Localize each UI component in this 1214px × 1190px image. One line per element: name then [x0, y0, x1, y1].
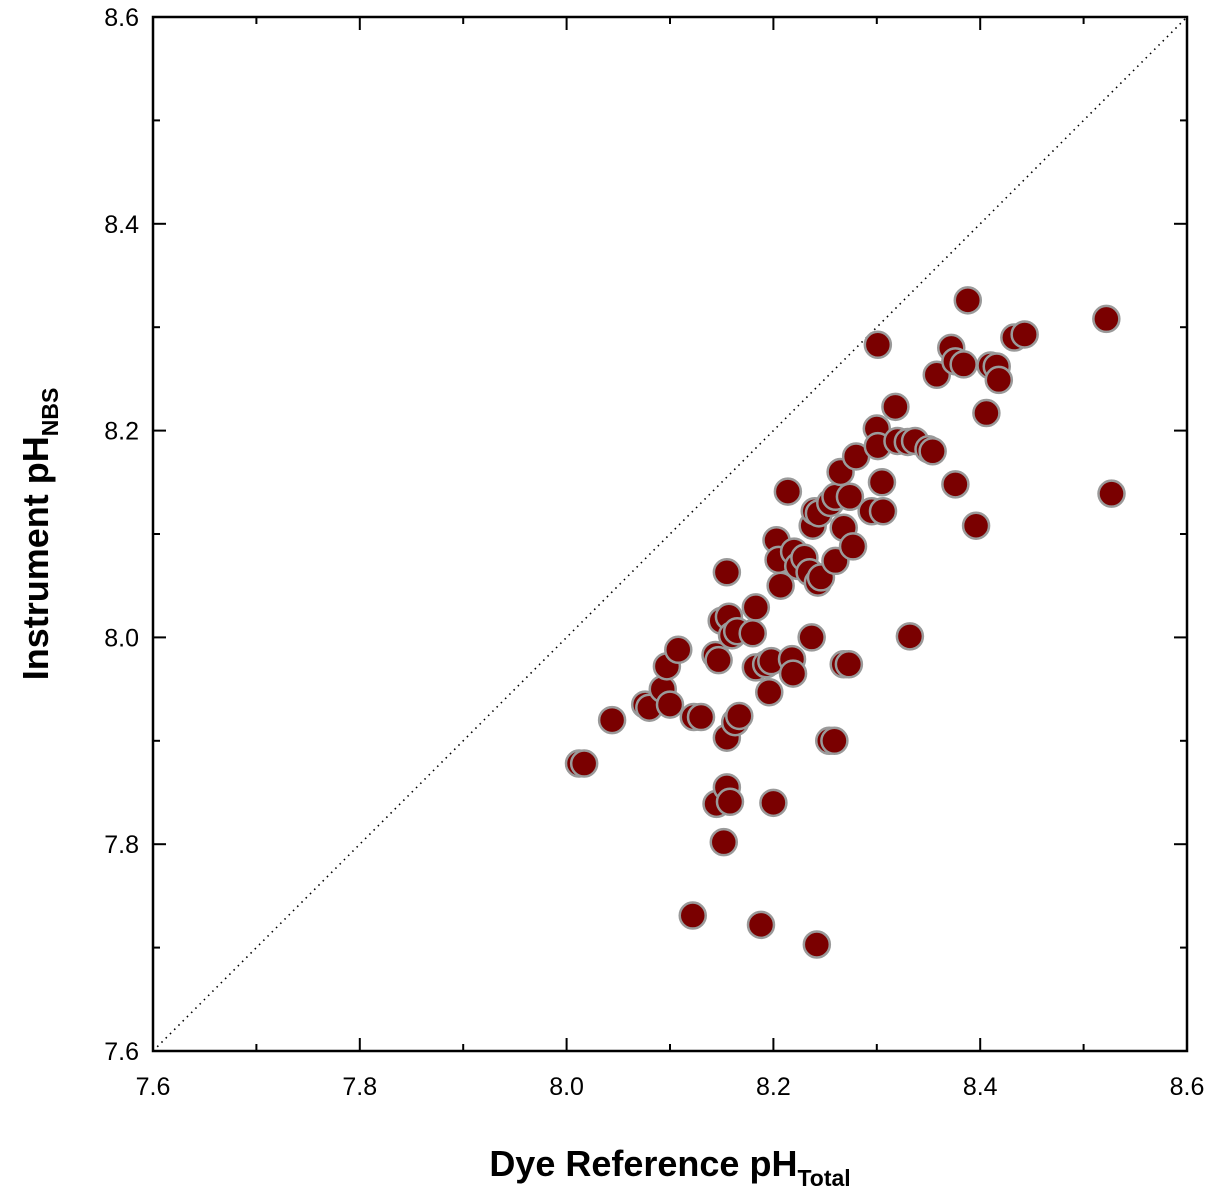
data-point: [834, 650, 864, 679]
data-point: [1010, 320, 1039, 349]
x-tick-label: 8.2: [756, 1073, 791, 1101]
data-point: [881, 392, 910, 422]
data-point: [1097, 479, 1126, 508]
x-tick-label: 8.0: [549, 1073, 584, 1101]
data-point: [766, 571, 795, 600]
data-point: [867, 468, 897, 497]
data-point: [918, 437, 947, 466]
data-point: [664, 635, 693, 665]
data-point: [686, 702, 716, 732]
data-point: [778, 659, 808, 688]
data-point: [738, 619, 767, 648]
data-points: [564, 286, 1126, 959]
data-point: [755, 677, 784, 707]
x-tick-label: 8.6: [1170, 1073, 1205, 1101]
data-point: [741, 593, 771, 622]
y-tick-label: 7.6: [104, 1038, 139, 1066]
data-point: [961, 511, 991, 540]
data-point: [678, 901, 707, 930]
data-point: [715, 787, 745, 817]
data-point: [704, 645, 733, 675]
y-axis-title-main: Instrument pH: [15, 436, 56, 680]
data-point: [953, 286, 983, 315]
x-axis-title: Dye Reference pHTotal: [489, 1143, 850, 1190]
data-point: [838, 532, 868, 561]
data-point: [972, 398, 1001, 428]
data-point: [984, 365, 1014, 395]
x-axis-title-main: Dye Reference pH: [489, 1143, 797, 1184]
y-tick-label: 8.4: [104, 211, 139, 239]
y-tick-labels: 7.6 7.8 8.0 8.2 8.4 8.6: [104, 4, 139, 1066]
y-axis-title-sub: NBS: [37, 388, 63, 437]
data-point: [773, 477, 803, 506]
data-point: [655, 690, 685, 719]
y-tick-label: 8.2: [104, 418, 139, 446]
data-point: [759, 788, 788, 818]
reference-line-layer: [152, 16, 1188, 1052]
data-point: [835, 482, 865, 512]
data-point: [868, 497, 898, 526]
one-to-one-line: [152, 16, 1188, 1052]
data-point: [725, 701, 754, 731]
data-point: [746, 910, 776, 940]
axis-ticks: [152, 16, 1188, 1052]
x-axis-title-sub: Total: [797, 1165, 850, 1190]
data-point: [863, 330, 893, 360]
data-point: [941, 470, 970, 499]
data-point: [820, 726, 849, 756]
data-point: [1092, 304, 1121, 334]
data-point: [709, 827, 739, 857]
y-tick-label: 8.0: [104, 624, 139, 652]
y-tick-label: 7.8: [104, 831, 139, 859]
data-point: [797, 623, 826, 652]
data-point: [597, 705, 627, 735]
x-tick-label: 8.4: [963, 1073, 998, 1101]
x-tick-label: 7.8: [342, 1073, 377, 1101]
x-tick-label: 7.6: [136, 1073, 171, 1101]
data-point: [949, 350, 978, 379]
data-point: [712, 558, 742, 587]
y-tick-label: 8.6: [104, 4, 139, 32]
y-axis-title: Instrument pHNBS: [15, 388, 63, 681]
data-point: [895, 622, 925, 651]
x-tick-labels: 7.6 7.8 8.0 8.2 8.4 8.6: [136, 1073, 1205, 1101]
data-point: [802, 930, 832, 959]
data-point: [569, 749, 599, 778]
